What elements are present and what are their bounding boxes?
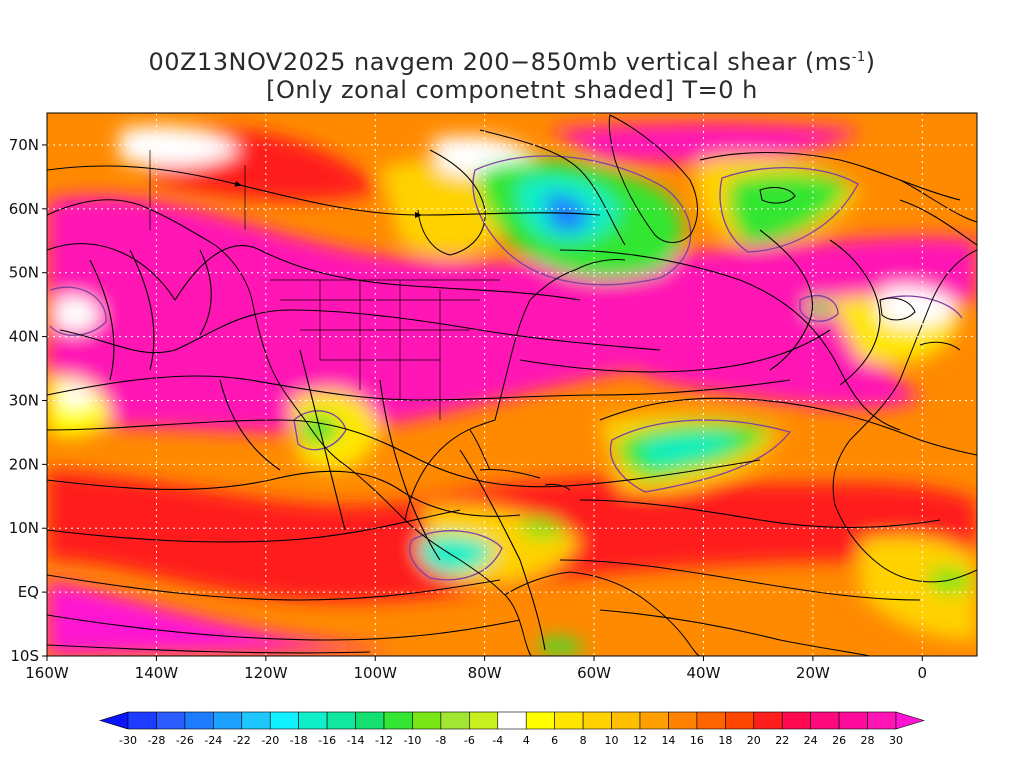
colorbar-label: 26: [832, 734, 846, 747]
colorbar-bin: [127, 711, 157, 730]
colorbar-bin: [412, 711, 442, 730]
lon-tick-label: 120W: [244, 664, 288, 682]
colorbar-bin: [810, 711, 840, 730]
title-line-1: 00Z13NOV2025 navgem 200−850mb vertical s…: [0, 48, 1024, 76]
colorbar-bin: [269, 711, 299, 730]
colorbar-bin: [781, 711, 811, 730]
colorbar-label: 16: [690, 734, 704, 747]
colorbar-bin: [554, 711, 584, 730]
lat-tick-label: 50N: [9, 264, 39, 282]
lat-tick-label: 10N: [9, 519, 39, 537]
colorbar-bin: [639, 711, 669, 730]
colorbar-label: -14: [347, 734, 365, 747]
colorbar-label: -26: [176, 734, 194, 747]
colorbar-end-high: [895, 711, 926, 730]
colorbar-label: -4: [492, 734, 503, 747]
colorbar-bin: [440, 711, 470, 730]
colorbar-bin: [156, 711, 186, 730]
colorbar-label: -16: [318, 734, 336, 747]
colorbar-label: 30: [889, 734, 903, 747]
lat-tick-label: 70N: [9, 136, 39, 154]
plot-frame: [46, 112, 978, 657]
colorbar-label: 10: [605, 734, 619, 747]
colorbar-bin: [696, 711, 726, 730]
shading-field: [47, 122, 977, 656]
lon-tick-label: 60W: [577, 664, 611, 682]
colorbar-label: -6: [464, 734, 475, 747]
colorbar-label: -8: [435, 734, 446, 747]
colorbar-label: -28: [147, 734, 165, 747]
colorbar-bin: [867, 711, 897, 730]
colorbar-label: -10: [403, 734, 421, 747]
streamlines: [47, 151, 977, 656]
lon-tick-label: 80W: [468, 664, 502, 682]
colorbar-bin: [668, 711, 698, 730]
lon-tick-label: 140W: [135, 664, 179, 682]
colorbar-bin: [213, 711, 243, 730]
colorbar-label: 24: [804, 734, 818, 747]
colorbar-bin: [383, 711, 413, 730]
lat-tick-label: EQ: [18, 583, 39, 601]
colorbar-end-low: [98, 711, 129, 730]
colorbar-bin: [326, 711, 356, 730]
colorbar-bin: [355, 711, 385, 730]
zero-contours: [49, 155, 963, 581]
colorbar-label: -18: [290, 734, 308, 747]
colorbar-label: -30: [119, 734, 137, 747]
title-line-1-suffix: ): [865, 48, 876, 76]
colorbar-label: -12: [375, 734, 393, 747]
lon-tick-label: 20W: [796, 664, 830, 682]
title-line-1-text: 00Z13NOV2025 navgem 200−850mb vertical s…: [148, 48, 852, 76]
colorbar-bin: [469, 711, 499, 730]
title-unit-superscript: -1: [851, 50, 866, 65]
lat-tick-label: 60N: [9, 200, 39, 218]
colorbar-label: 8: [580, 734, 587, 747]
colorbar-bin: [497, 711, 527, 730]
colorbar-label: 4: [523, 734, 530, 747]
lon-tick-label: 40W: [687, 664, 721, 682]
colorbar-bin: [725, 711, 755, 730]
lat-tick-label: 40N: [9, 328, 39, 346]
colorbar-bin: [753, 711, 783, 730]
colorbar-bin: [184, 711, 214, 730]
lat-tick-label: 10S: [10, 647, 39, 665]
colorbar-label: 22: [775, 734, 789, 747]
plot-area: [47, 113, 977, 656]
lat-tick-label: 20N: [9, 455, 39, 473]
longitude-axis: 160W 140W 120W 100W 80W 60W 40W 20W 0: [25, 656, 927, 682]
colorbar-bin: [611, 711, 641, 730]
colorbar-bin: [582, 711, 612, 730]
colorbar-label: 18: [718, 734, 732, 747]
colorbar-bin: [838, 711, 868, 730]
title-line-2: [Only zonal componetnt shaded] T=0 h: [266, 76, 758, 104]
latitude-axis: 70N 60N 50N 40N 30N 20N 10N EQ 10S: [9, 136, 47, 665]
colorbar-label: 12: [633, 734, 647, 747]
colorbar-label: -24: [204, 734, 222, 747]
lat-tick-label: 30N: [9, 391, 39, 409]
political-borders: [149, 150, 500, 420]
colorbar-bin: [525, 711, 555, 730]
colorbar-label: -20: [261, 734, 279, 747]
colorbar-bin: [241, 711, 271, 730]
colorbar-labels: -30 -28 -26 -24 -22 -20 -18 -16 -14 -12 -10 -8 -6 -4 4…: [119, 734, 903, 747]
colorbar-label: 6: [551, 734, 558, 747]
colorbar-bin: [298, 711, 328, 730]
colorbar: [98, 711, 926, 730]
colorbar-label: 28: [861, 734, 875, 747]
lon-tick-label: 100W: [354, 664, 398, 682]
colorbar-label: 20: [747, 734, 761, 747]
coastlines: [47, 114, 977, 656]
colorbar-label: -22: [233, 734, 251, 747]
colorbar-label: 14: [661, 734, 675, 747]
lon-tick-label: 160W: [25, 664, 69, 682]
lon-tick-label: 0: [918, 664, 928, 682]
